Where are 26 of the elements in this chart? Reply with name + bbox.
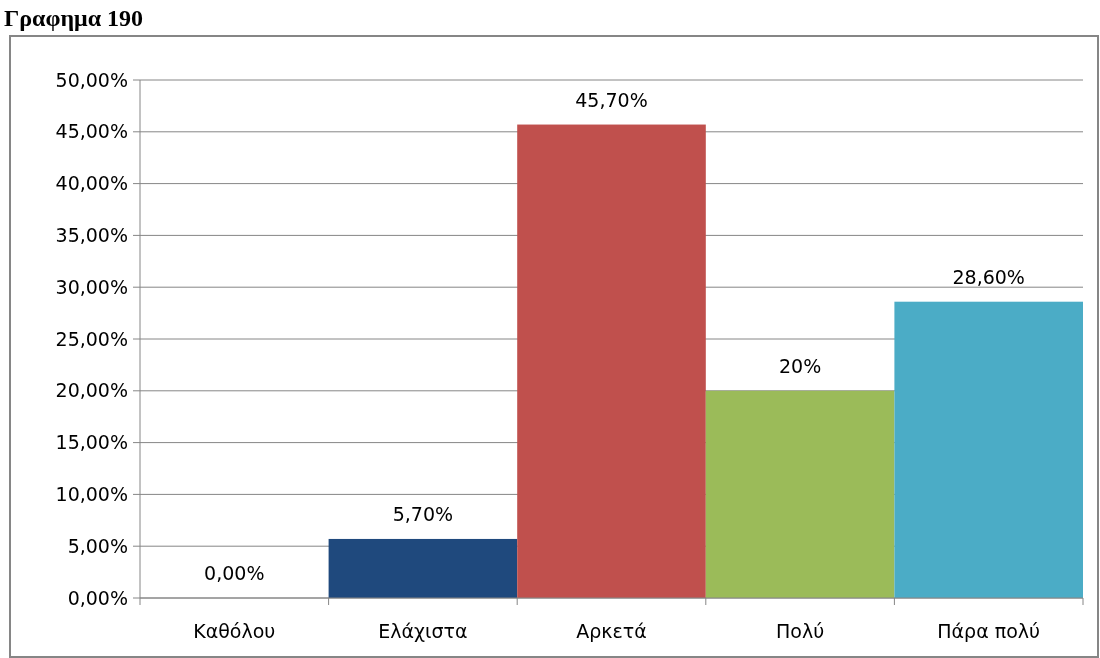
y-tick-label: 35,00%: [55, 224, 128, 247]
y-tick-label: 10,00%: [55, 483, 128, 506]
y-tick-label: 0,00%: [67, 586, 128, 609]
y-tick-label: 30,00%: [55, 275, 128, 298]
x-tick-label: Ελάχιστα: [378, 620, 468, 642]
bar: [517, 124, 706, 598]
bar: [705, 390, 895, 598]
chart-title: Γραφημα 190: [4, 5, 144, 31]
x-tick-label: Αρκετά: [576, 620, 647, 642]
x-tick-label: Πολύ: [776, 620, 825, 642]
x-tick-label: Καθόλου: [193, 620, 276, 642]
data-label: 28,60%: [952, 265, 1025, 288]
y-tick-label: 15,00%: [55, 431, 128, 454]
bar: [328, 538, 518, 598]
data-label: 5,70%: [392, 502, 454, 525]
y-tick-label: 40,00%: [55, 172, 128, 195]
y-tick-label: 5,00%: [67, 534, 128, 557]
bar: [894, 301, 1083, 598]
y-tick-label: 25,00%: [55, 327, 128, 350]
data-label: 45,70%: [575, 88, 648, 111]
y-tick-label: 45,00%: [55, 120, 128, 143]
x-tick-label: Πάρα πολύ: [937, 620, 1041, 642]
y-tick-label: 50,00%: [55, 68, 128, 91]
y-tick-label: 20,00%: [55, 379, 128, 402]
data-label: 0,00%: [204, 562, 265, 584]
data-label: 20%: [778, 354, 822, 377]
